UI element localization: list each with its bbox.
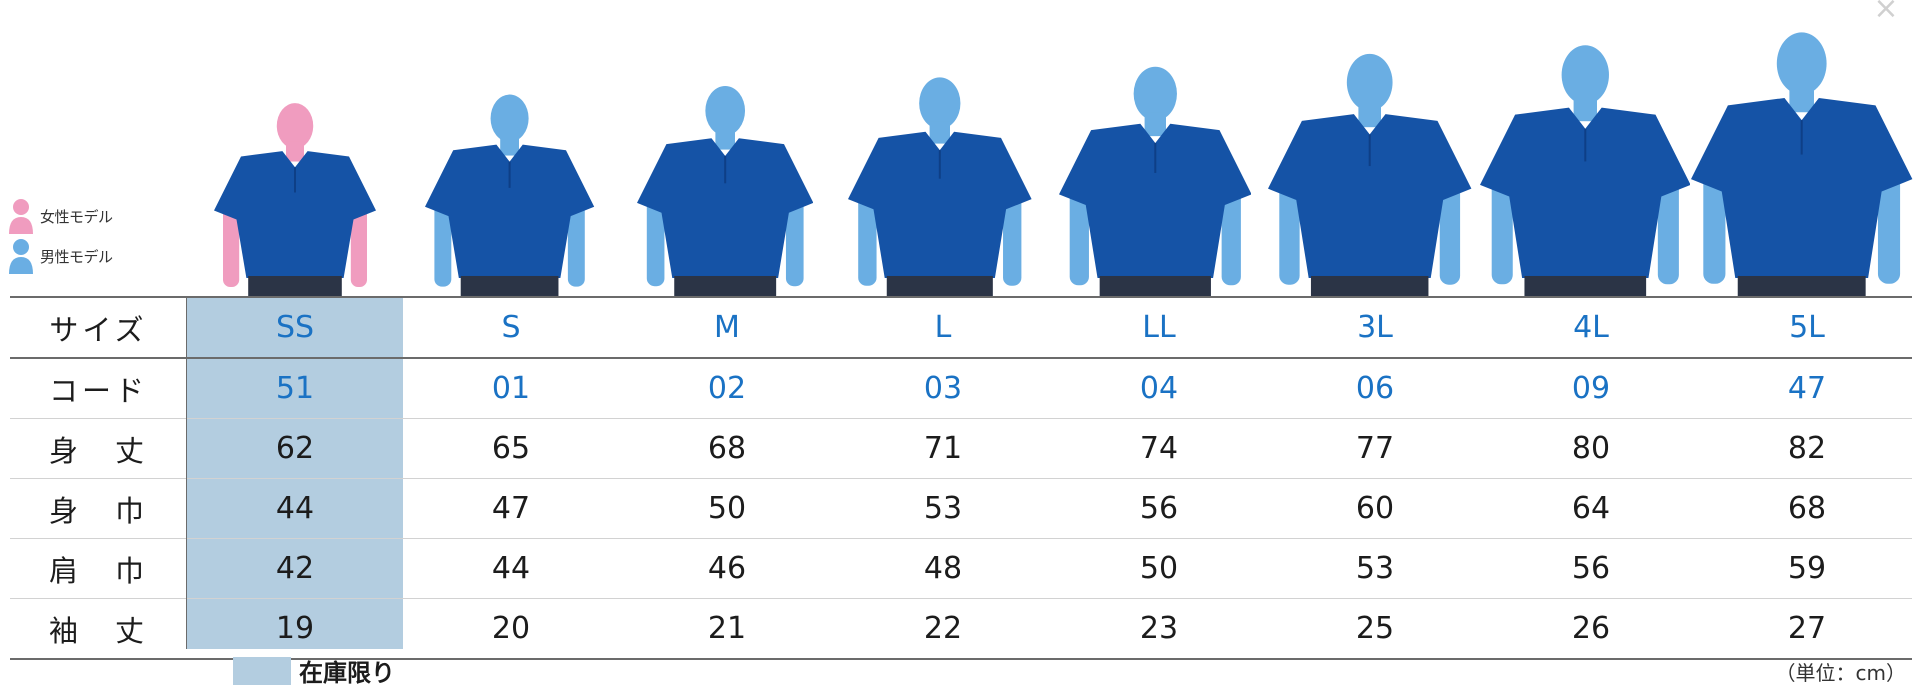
table-row: サイズ SS S M L LL 3L 4L 5L	[10, 296, 1912, 359]
row-header: 肩 巾	[48, 553, 148, 588]
table-cell: 47	[491, 491, 531, 526]
model-figure-ss	[214, 0, 376, 296]
table-cell: 25	[1355, 611, 1395, 646]
model-figure-s	[425, 0, 595, 296]
table-cell: 74	[1139, 431, 1179, 466]
table-cell: 51	[275, 371, 315, 406]
model-figure-5l	[1691, 0, 1913, 296]
table-cell: 80	[1571, 431, 1611, 466]
table-cell: 77	[1355, 431, 1395, 466]
row-header: コード	[48, 373, 148, 408]
row-header: 身 巾	[48, 493, 148, 528]
table-cell: 68	[707, 431, 747, 466]
table-cell: 04	[1139, 371, 1179, 406]
table-cell: 56	[1139, 491, 1179, 526]
table-cell: S	[501, 310, 521, 345]
table-cell: LL	[1142, 310, 1176, 345]
unit-note: （単位：cm）	[1775, 661, 1906, 685]
table-cell: 19	[275, 611, 315, 646]
model-legend: 女性モデル 男性モデル	[8, 196, 168, 276]
stock-legend: 在庫限り	[233, 653, 395, 688]
legend-male: 男性モデル	[8, 236, 168, 276]
table-cell: 20	[491, 611, 531, 646]
table-cell: L	[934, 310, 952, 345]
table-row: 肩 巾 42 44 46 48 50 53 56 59	[10, 539, 1912, 599]
table-cell: 4L	[1573, 310, 1609, 345]
table-cell: 22	[923, 611, 963, 646]
table-cell: 23	[1139, 611, 1179, 646]
legend-female-label: 女性モデル	[40, 207, 113, 226]
table-cell: 60	[1355, 491, 1395, 526]
table-cell: 71	[923, 431, 963, 466]
table-cell: SS	[275, 310, 315, 345]
close-icon[interactable]: ×	[1873, 0, 1899, 26]
table-cell: 27	[1787, 611, 1827, 646]
table-cell: 59	[1787, 551, 1827, 586]
male-person-icon	[9, 239, 33, 274]
table-cell: 65	[491, 431, 531, 466]
table-cell: 53	[1355, 551, 1395, 586]
size-table: サイズ SS S M L LL 3L 4L 5L コード 51 01 02 03 04 06 09 47 身 丈 62…	[10, 296, 1912, 660]
model-figures	[0, 0, 1920, 296]
row-header: サイズ	[49, 312, 148, 347]
table-cell: 48	[923, 551, 963, 586]
table-cell: 50	[707, 491, 747, 526]
table-cell: 3L	[1357, 310, 1393, 345]
table-cell: 21	[707, 611, 747, 646]
legend-male-label: 男性モデル	[40, 247, 113, 266]
table-cell: 06	[1355, 371, 1395, 406]
row-header: 袖 丈	[48, 613, 148, 648]
table-cell: 56	[1571, 551, 1611, 586]
table-cell: 50	[1139, 551, 1179, 586]
table-cell: 02	[707, 371, 747, 406]
table-cell: 42	[275, 551, 315, 586]
table-cell: 44	[491, 551, 531, 586]
stock-label: 在庫限り	[299, 659, 395, 687]
table-cell: 5L	[1789, 310, 1825, 345]
table-cell: 26	[1571, 611, 1611, 646]
table-divider	[186, 296, 187, 649]
model-figure-l	[848, 0, 1032, 296]
in-stock-highlight-column	[187, 296, 403, 649]
table-cell: M	[714, 310, 740, 345]
model-figure-m	[636, 0, 814, 296]
table-row: 袖 丈 19 20 21 22 23 25 26 27	[10, 599, 1912, 660]
table-cell: 82	[1787, 431, 1827, 466]
table-cell: 64	[1571, 491, 1611, 526]
table-cell: 01	[491, 371, 531, 406]
table-cell: 46	[707, 551, 747, 586]
table-row: 身 巾 44 47 50 53 56 60 64 68	[10, 479, 1912, 539]
stock-swatch	[233, 656, 291, 685]
model-figure-3l	[1268, 0, 1472, 296]
table-cell: 62	[275, 431, 315, 466]
model-figure-ll	[1058, 0, 1252, 296]
table-row: コード 51 01 02 03 04 06 09 47	[10, 359, 1912, 419]
table-cell: 44	[275, 491, 315, 526]
legend-female: 女性モデル	[8, 196, 168, 236]
table-cell: 53	[923, 491, 963, 526]
table-cell: 47	[1787, 371, 1827, 406]
table-cell: 03	[923, 371, 963, 406]
table-row: 身 丈 62 65 68 71 74 77 80 82	[10, 419, 1912, 479]
model-figure-4l	[1479, 0, 1691, 296]
table-cell: 68	[1787, 491, 1827, 526]
female-person-icon	[9, 199, 33, 234]
row-header: 身 丈	[48, 433, 148, 468]
table-cell: 09	[1571, 371, 1611, 406]
